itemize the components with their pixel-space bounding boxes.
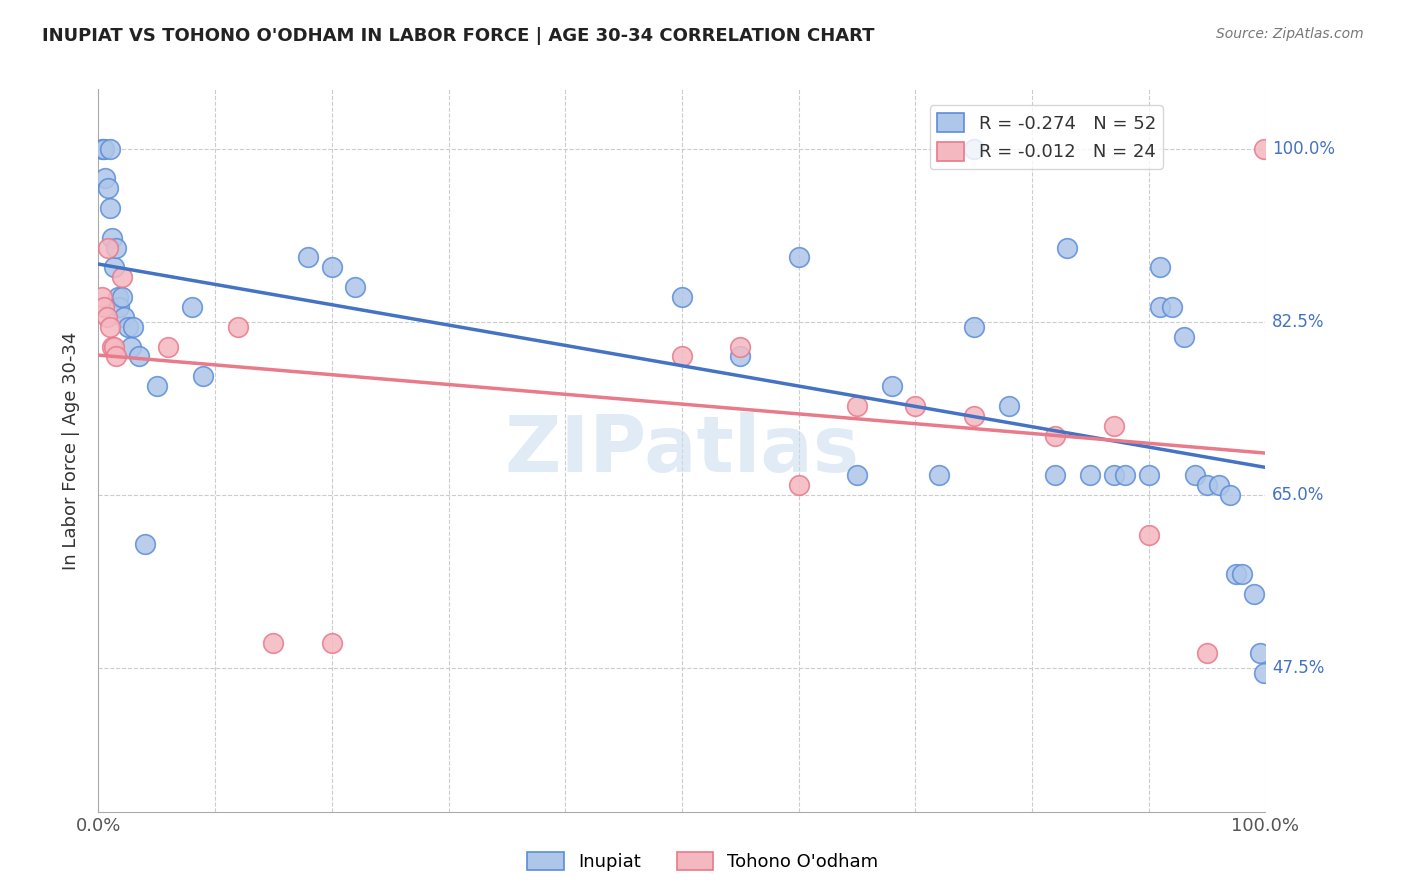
Point [787,251,810,265]
Point [1114,468,1136,483]
Point [98,319,121,334]
Point [880,379,903,393]
Point [787,478,810,492]
Point [112,310,135,324]
Text: 47.5%: 47.5% [1272,659,1324,677]
Point [146,379,169,393]
Point [157,339,180,353]
Point [103,260,125,275]
Point [1102,418,1125,433]
Point [97,241,120,255]
Point [1184,468,1206,483]
Point [117,319,139,334]
Point [1253,142,1275,156]
Point [111,270,134,285]
Point [111,290,134,304]
Point [730,339,752,353]
Point [1253,666,1275,681]
Point [1208,478,1230,492]
Point [96,310,118,324]
Point [846,399,869,413]
Point [962,409,984,423]
Point [997,399,1019,413]
Point [1137,527,1160,541]
Point [134,537,156,551]
Point [107,290,129,304]
Text: ZIPatlas: ZIPatlas [505,412,859,489]
Point [671,350,693,364]
Text: 65.0%: 65.0% [1272,486,1324,504]
Point [1195,478,1218,492]
Point [93,300,115,314]
Point [90,290,112,304]
Point [1056,241,1078,255]
Point [344,280,367,294]
Point [1045,428,1067,442]
Text: INUPIAT VS TOHONO O'ODHAM IN LABOR FORCE | AGE 30-34 CORRELATION CHART: INUPIAT VS TOHONO O'ODHAM IN LABOR FORCE… [42,27,875,45]
Point [962,319,984,334]
Point [193,369,215,384]
Point [297,251,319,265]
Point [120,339,142,353]
Point [1102,468,1125,483]
Point [1045,468,1067,483]
Point [108,300,131,314]
Point [104,241,127,255]
Point [101,339,124,353]
Point [1080,468,1102,483]
Point [1230,567,1253,582]
Point [928,468,950,483]
Point [180,300,202,314]
Point [90,142,112,156]
Point [730,350,752,364]
Point [1161,300,1184,314]
Point [846,468,869,483]
Point [962,142,984,156]
Point [321,636,343,650]
Point [1173,329,1195,343]
Point [1219,488,1241,502]
Point [98,201,121,215]
Point [122,319,145,334]
Text: 82.5%: 82.5% [1272,313,1324,331]
Y-axis label: In Labor Force | Age 30-34: In Labor Force | Age 30-34 [62,331,80,570]
Point [904,399,927,413]
Point [1243,587,1265,601]
Point [1225,567,1247,582]
Point [1137,468,1160,483]
Point [262,636,284,650]
Point [103,339,125,353]
Point [93,142,115,156]
Legend: Inupiat, Tohono O'odham: Inupiat, Tohono O'odham [520,845,886,879]
Point [1149,300,1171,314]
Point [1249,646,1271,660]
Point [321,260,343,275]
Point [228,319,250,334]
Text: 100.0%: 100.0% [1272,139,1336,158]
Point [94,171,117,186]
Point [104,350,127,364]
Point [128,350,150,364]
Legend: R = -0.274   N = 52, R = -0.012   N = 24: R = -0.274 N = 52, R = -0.012 N = 24 [929,105,1163,169]
Point [1149,260,1171,275]
Point [101,230,124,244]
Point [671,290,693,304]
Point [97,181,120,195]
Text: Source: ZipAtlas.com: Source: ZipAtlas.com [1216,27,1364,41]
Point [1195,646,1218,660]
Point [98,142,121,156]
